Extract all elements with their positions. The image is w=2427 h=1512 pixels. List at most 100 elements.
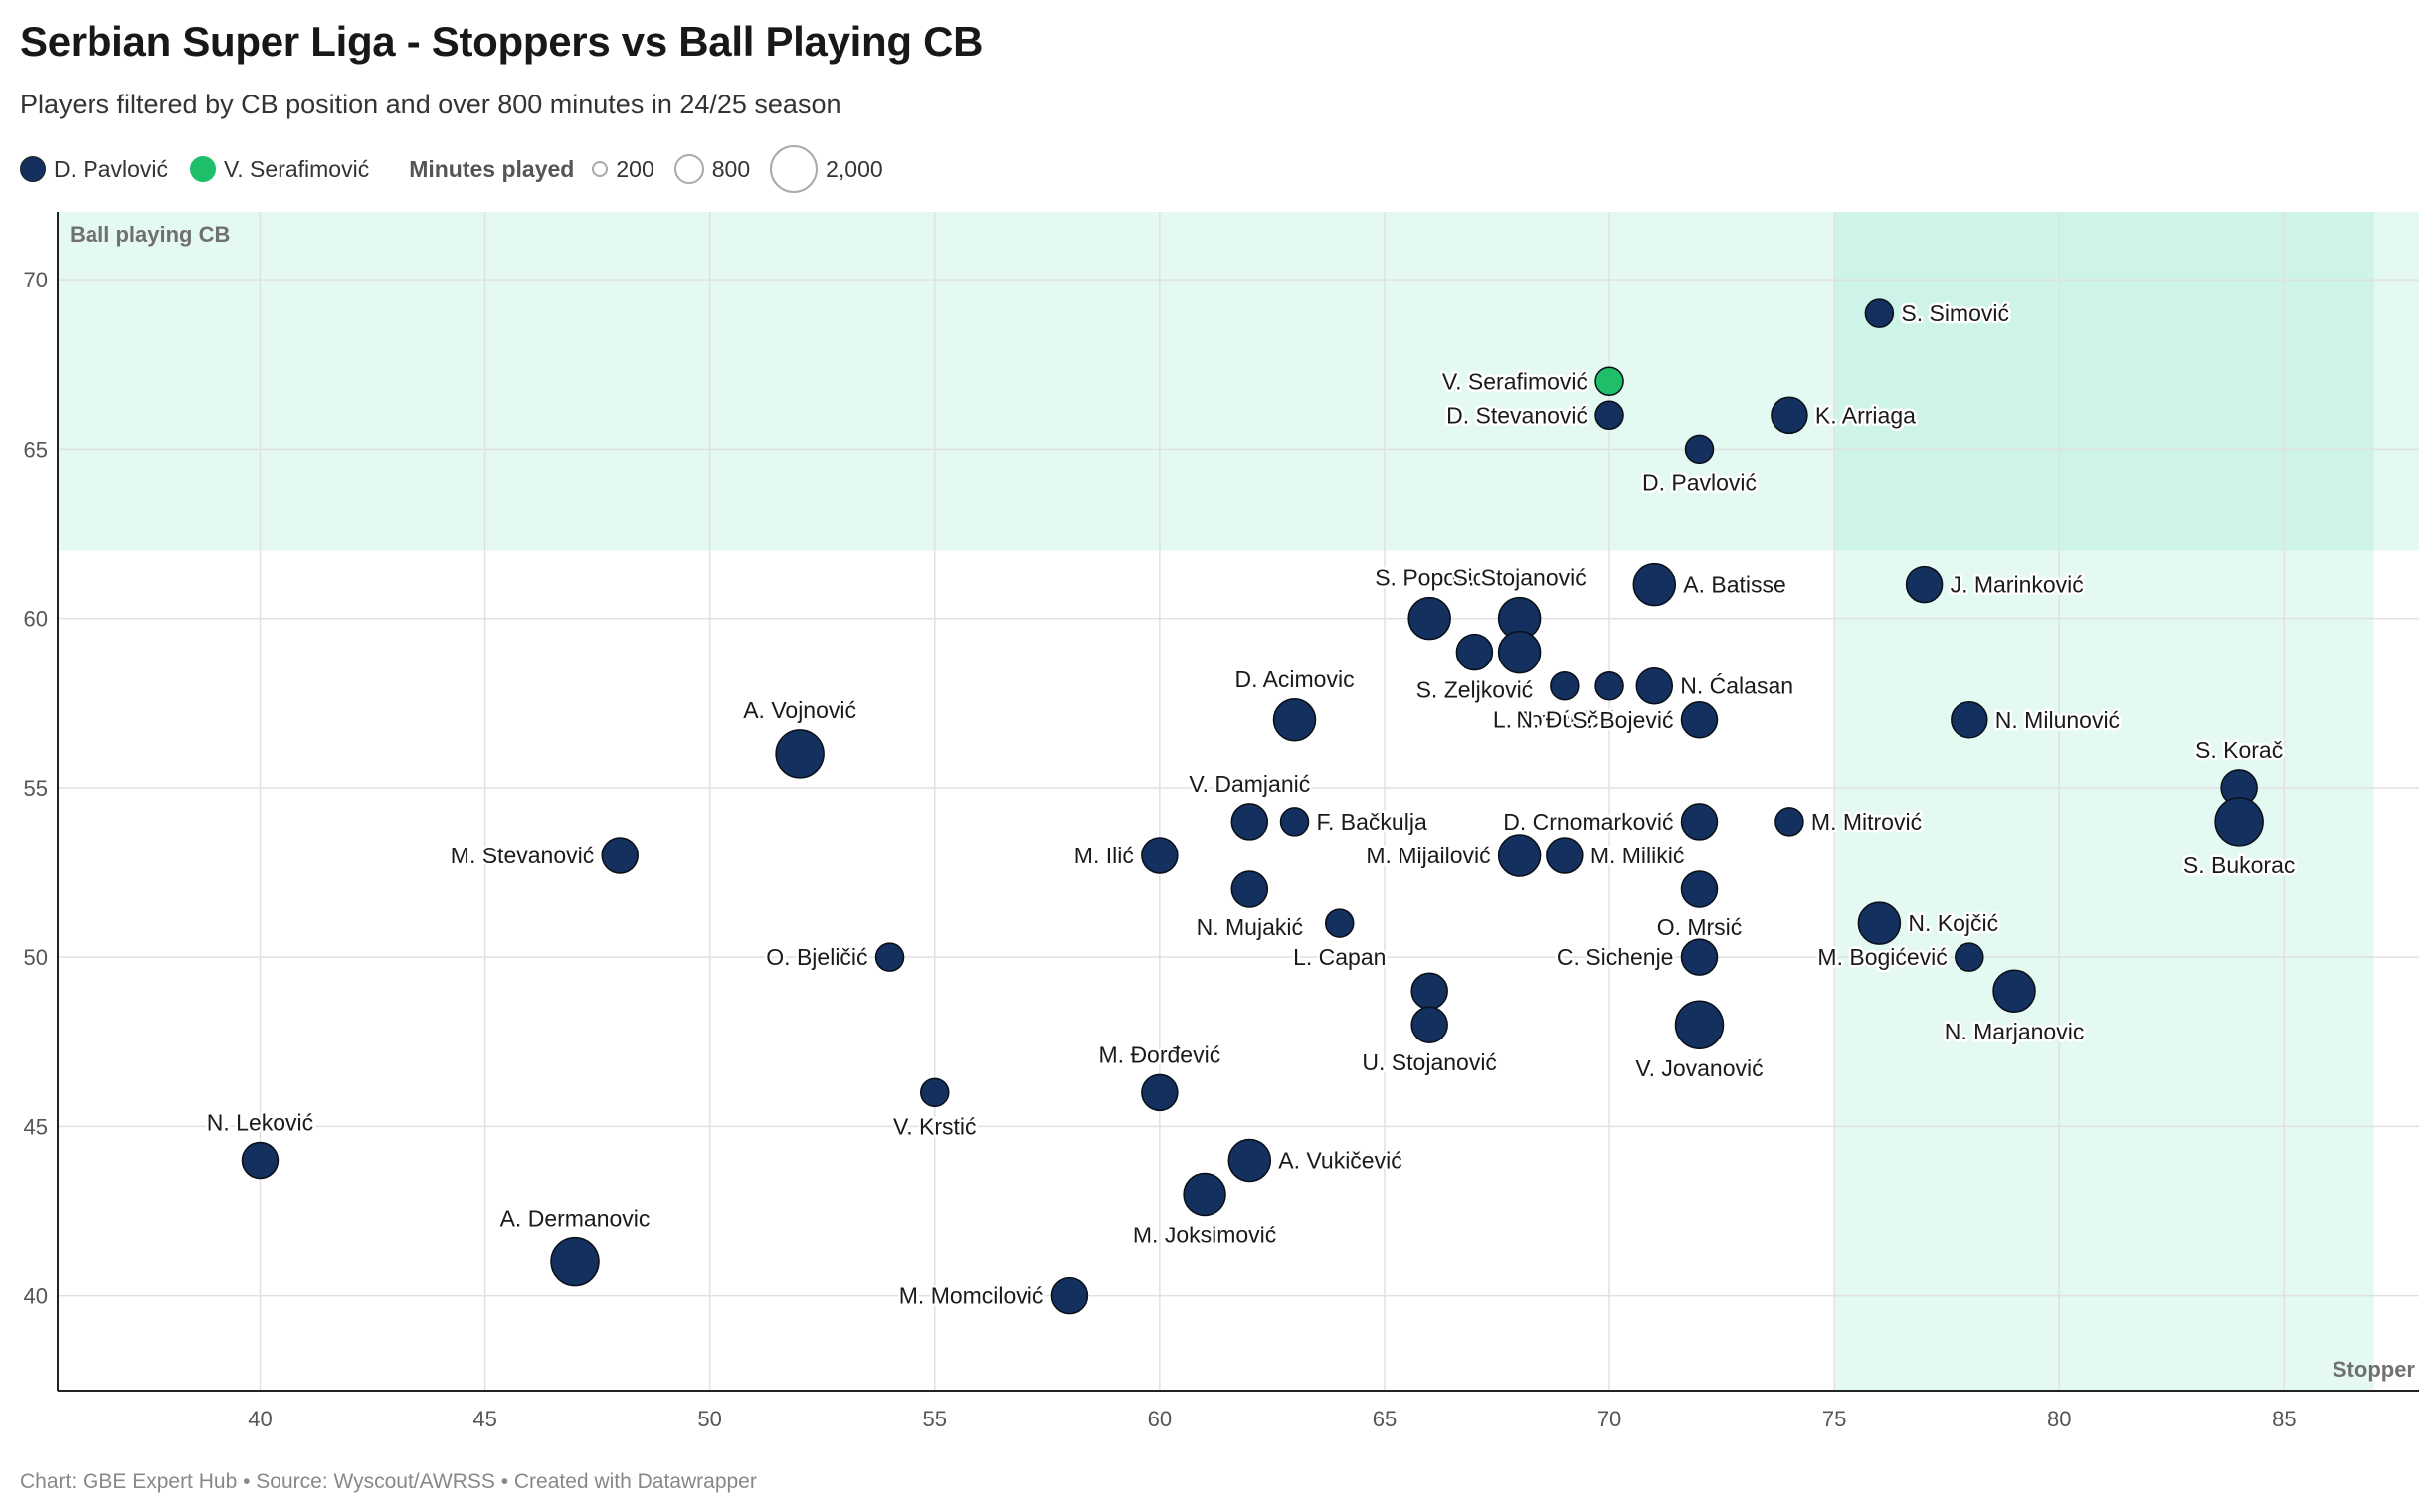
point-24	[601, 837, 639, 874]
x-tick-label-65: 65	[1373, 1407, 1397, 1431]
legend-size-800: 800	[673, 154, 751, 184]
chart-subtitle: Players filtered by CB position and over…	[20, 90, 841, 119]
point-35	[1992, 969, 2036, 1013]
legend-size-label-800: 800	[711, 155, 751, 182]
point-43	[1183, 1172, 1226, 1217]
point-label-2: D. Stevanović	[1446, 402, 1587, 428]
point-label-38: V. Jovanović	[1635, 1055, 1763, 1081]
point-label-32: O. Bjeličić	[766, 944, 867, 970]
point-8	[1905, 565, 1944, 604]
point-31	[1857, 901, 1902, 945]
point-42	[1227, 1138, 1272, 1183]
axes-layer: 40 45 50 55 60 65 70 75 80 85 40 45 50 55 60 65 70	[24, 212, 2419, 1431]
point-label-23: M. Mitrović	[1811, 809, 1922, 835]
point-label-22: D. Crnomarković	[1503, 809, 1673, 835]
point-22	[1680, 803, 1719, 841]
zone-stopper	[1834, 550, 2374, 1391]
scatter-chart: Ball playing CB Stopper 40 45 50 55 60 65 70 75 8…	[24, 212, 2419, 1431]
point-41	[241, 1141, 280, 1180]
point-29	[1680, 870, 1719, 908]
point-label-25: M. Ilić	[1074, 843, 1134, 868]
point-label-43: M. Joksimović	[1133, 1223, 1276, 1248]
point-label-6: S. Stojanović	[1452, 565, 1586, 591]
point-label-40: V. Krstić	[893, 1113, 977, 1139]
point-19	[2214, 797, 2264, 847]
point-26	[1497, 834, 1542, 877]
point-9	[1455, 633, 1494, 671]
point-label-3: K. Arriaga	[1815, 402, 1916, 428]
point-45	[1050, 1276, 1089, 1315]
point-label-19: S. Bukorac	[2183, 852, 2296, 878]
legend-item-serafimovic[interactable]: V. Serafimović	[190, 156, 369, 183]
x-tick-label-75: 75	[1822, 1407, 1846, 1431]
point-39	[1141, 1073, 1179, 1112]
point-label-45: M. Momcilović	[899, 1283, 1044, 1309]
legend-size-circle-2000	[770, 145, 819, 193]
legend-item-pavlovic[interactable]: D. Pavlović	[20, 156, 168, 183]
point-label-12: N. Đuričić	[1516, 707, 1615, 733]
point-label-24: M. Stevanović	[451, 843, 594, 868]
y-tick-label-45: 45	[24, 1114, 48, 1139]
grid-layer	[58, 212, 2419, 1391]
point-label-39: M. Đorđević	[1099, 1041, 1221, 1067]
point-14	[1680, 701, 1719, 739]
legend-swatch-pavlovic	[20, 156, 46, 182]
point-15	[1951, 701, 1988, 739]
point-20	[1230, 803, 1269, 841]
point-11	[1550, 670, 1580, 701]
point-label-9: S. Zeljković	[1416, 677, 1534, 703]
point-label-42: A. Vukičević	[1278, 1147, 1401, 1173]
point-7	[1632, 562, 1677, 607]
x-tick-label-85: 85	[2272, 1407, 2296, 1431]
x-tick-label-80: 80	[2047, 1407, 2071, 1431]
point-label-7: A. Batisse	[1683, 572, 1786, 598]
labels-layer: S. Simović V. Serafimović D. Stevanović K. …	[204, 298, 2298, 1311]
point-label-20: V. Damjanić	[1189, 771, 1310, 797]
x-tick-label-45: 45	[472, 1407, 496, 1431]
point-label-41: N. Leković	[207, 1109, 313, 1135]
point-label-44: A. Dermanovic	[500, 1206, 651, 1231]
legend-size-2000: 2,000	[770, 145, 883, 193]
point-label-31: N. Kojčić	[1908, 910, 1998, 936]
chart-title: Serbian Super Liga - Stoppers vs Ball Pl…	[20, 18, 984, 65]
point-28	[1230, 870, 1269, 908]
point-2	[1594, 400, 1624, 431]
x-tick-label-55: 55	[923, 1407, 947, 1431]
point-23	[1774, 807, 1804, 837]
point-4	[1684, 434, 1715, 465]
legend-size-label-2000: 2,000	[826, 155, 883, 182]
point-label-0: S. Simović	[1901, 300, 2009, 326]
point-label-17: A. Vojnović	[743, 697, 856, 723]
legend-label-pavlovic: D. Pavlović	[54, 155, 169, 182]
zone-label-ball-playing: Ball playing CB	[70, 222, 230, 247]
point-32	[874, 942, 905, 972]
point-label-33: C. Sichenje	[1557, 944, 1674, 970]
zone-overlap	[1834, 212, 2374, 551]
point-3	[1771, 396, 1808, 435]
point-label-26: M. Mijailović	[1366, 843, 1490, 868]
point-34	[1955, 942, 1984, 972]
zone-label-stopper: Stopper	[2333, 1357, 2416, 1382]
x-tick-label-40: 40	[248, 1407, 272, 1431]
point-label-1: V. Serafimović	[1442, 368, 1587, 394]
point-label-5: S. Popovic	[1375, 565, 1484, 591]
legend-size-label-200: 200	[616, 155, 654, 182]
point-40	[920, 1077, 950, 1108]
y-tick-label-70: 70	[24, 268, 48, 292]
point-13	[1635, 666, 1674, 705]
y-tick-label-60: 60	[24, 607, 48, 632]
point-17	[775, 729, 825, 779]
marks-layer	[241, 298, 2264, 1315]
zone-layer: Ball playing CB Stopper	[58, 212, 2419, 1391]
legend-label-serafimovic: V. Serafimović	[224, 155, 370, 182]
legend: D. Pavlović V. Serafimović Minutes playe…	[20, 145, 903, 193]
point-label-4: D. Pavlović	[1642, 470, 1757, 495]
point-label-37: U. Stojanović	[1362, 1049, 1497, 1075]
y-tick-label-50: 50	[24, 945, 48, 970]
point-label-16: D. Acimovic	[1234, 666, 1354, 692]
legend-size-circle-800	[673, 154, 704, 184]
point-label-29: O. Mrsić	[1657, 914, 1743, 940]
point-label-35: N. Marjanovic	[1945, 1019, 2085, 1044]
point-label-34: M. Bogićević	[1817, 944, 1947, 970]
point-27	[1546, 837, 1584, 874]
